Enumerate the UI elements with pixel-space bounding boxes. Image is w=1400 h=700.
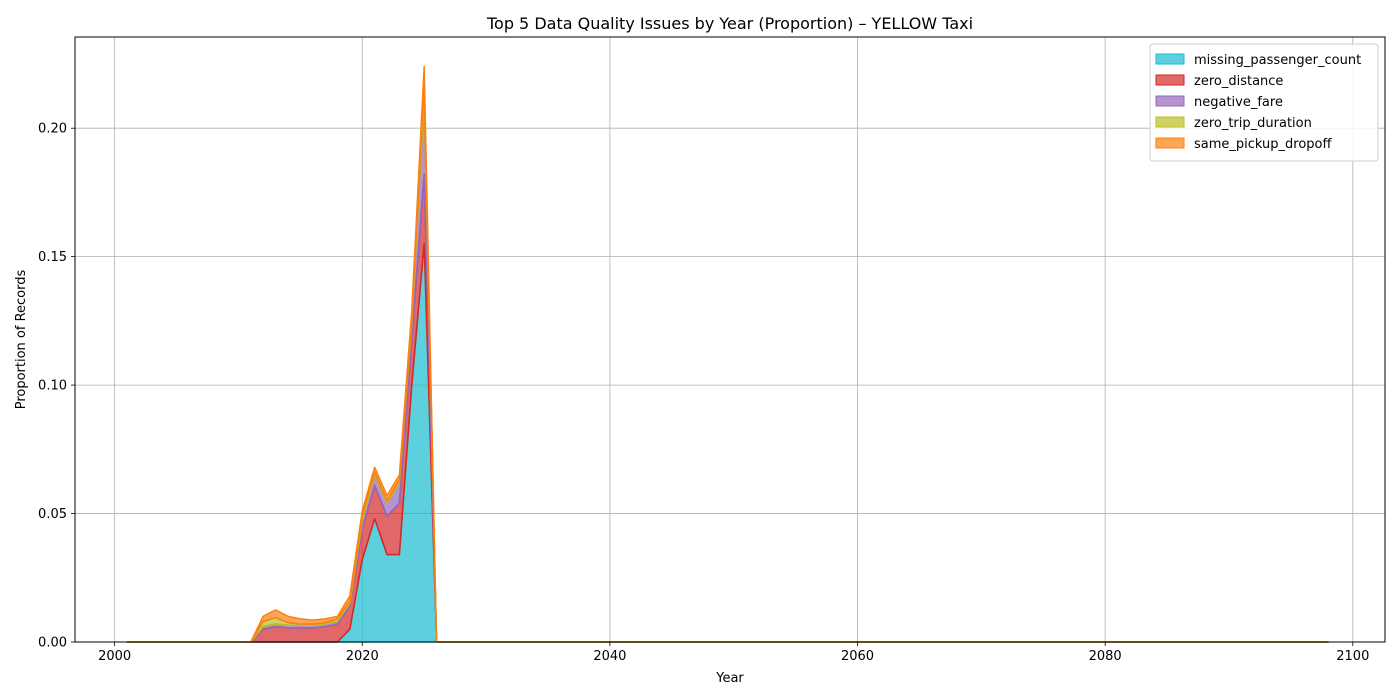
legend-label: same_pickup_dropoff: [1194, 137, 1333, 152]
legend-swatch: [1155, 95, 1185, 107]
legend-box: [1149, 43, 1379, 162]
x-tick-label: 2080: [1089, 649, 1122, 664]
x-tick-label: 2020: [346, 649, 379, 664]
chart-title: Top 5 Data Quality Issues by Year (Propo…: [486, 14, 973, 33]
y-tick-label: 0.15: [38, 250, 67, 265]
legend-label: negative_fare: [1194, 95, 1283, 110]
legend-swatch: [1155, 74, 1185, 86]
legend-swatch: [1155, 137, 1185, 149]
x-axis: 2000 2020 2040 2060 2080 2100: [98, 642, 1369, 664]
y-tick-label: 0.05: [38, 507, 67, 522]
legend-label: zero_distance: [1194, 74, 1283, 89]
legend: missing_passenger_count zero_distancenega…: [1149, 43, 1379, 162]
x-tick-label: 2060: [841, 649, 874, 664]
plot-frame: [74, 36, 1386, 643]
x-tick-label: 2100: [1336, 649, 1369, 664]
legend-swatch: [1155, 116, 1185, 128]
legend-label: zero_trip_duration: [1194, 116, 1312, 131]
legend-label: missing_passenger_count: [1194, 53, 1361, 68]
y-axis-label: Proportion of Records: [14, 269, 29, 409]
y-tick-label: 0.00: [38, 636, 67, 651]
y-tick-label: 0.20: [38, 122, 67, 137]
x-tick-label: 2040: [593, 649, 626, 664]
legend-swatch: [1155, 53, 1185, 65]
y-tick-label: 0.10: [38, 379, 67, 394]
x-tick-label: 2000: [98, 649, 131, 664]
y-axis: 0.00 0.05 0.10 0.15 0.20: [38, 122, 75, 651]
x-axis-label: Year: [715, 671, 744, 686]
